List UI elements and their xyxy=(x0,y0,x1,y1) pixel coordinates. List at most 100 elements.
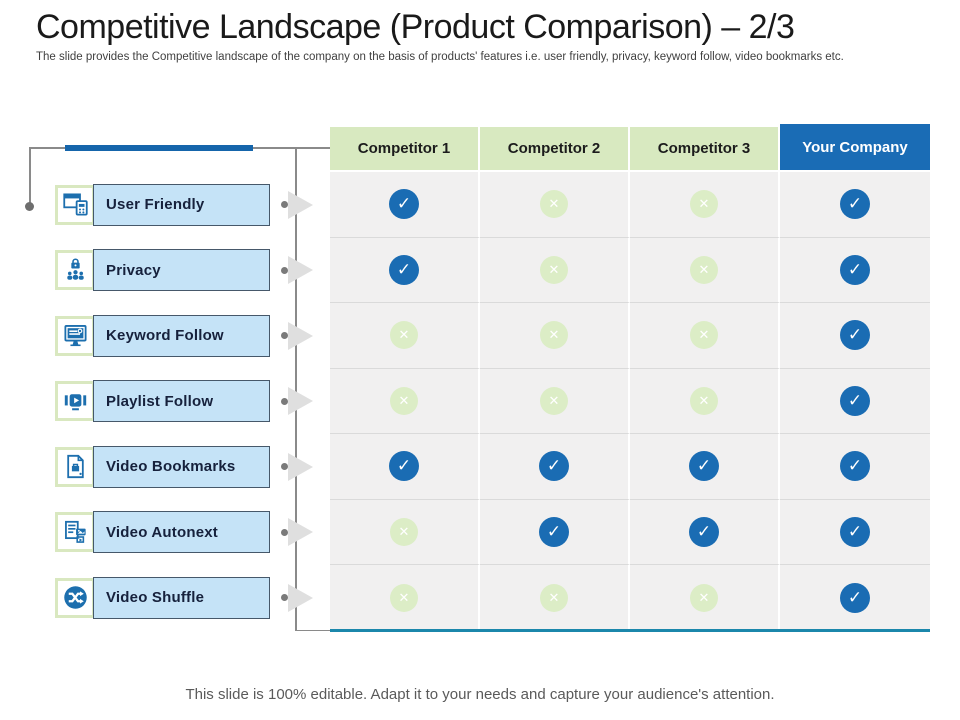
arrow-right-icon xyxy=(288,452,313,481)
feature-label: Playlist Follow xyxy=(93,380,270,423)
feature-row: Video Shuffle xyxy=(0,565,330,631)
footer-note: This slide is 100% editable. Adapt it to… xyxy=(185,686,775,703)
cross-icon: ✕ xyxy=(390,321,418,350)
table-cell: ✓ xyxy=(480,499,630,565)
feature-row: Playlist Follow xyxy=(0,369,330,435)
table-cell: ✕ xyxy=(480,368,630,434)
check-icon: ✓ xyxy=(539,516,569,547)
table-cell: ✕ xyxy=(480,565,630,631)
connector-dot xyxy=(281,594,288,602)
check-icon: ✓ xyxy=(840,582,870,613)
feature-label: Privacy xyxy=(93,249,270,292)
video-bookmarks-icon xyxy=(55,446,95,487)
table-cell: ✓ xyxy=(780,434,930,500)
table-cell: ✕ xyxy=(630,172,780,238)
check-icon: ✓ xyxy=(689,451,719,482)
table-cell: ✕ xyxy=(330,303,480,369)
check-icon: ✓ xyxy=(689,516,719,547)
table-cell: ✓ xyxy=(330,237,480,303)
table-cell: ✕ xyxy=(480,237,630,303)
check-icon: ✓ xyxy=(389,189,419,220)
table-bottom-border xyxy=(330,629,930,632)
comparison-table: Competitor 1 Competitor 2 Competitor 3 Your… xyxy=(330,124,930,631)
feature-row: Video Autonext xyxy=(0,500,330,566)
connector-dot xyxy=(281,528,288,536)
video-autonext-icon xyxy=(55,512,95,553)
table-cell: ✓ xyxy=(630,499,780,565)
feature-row: Keyword Follow xyxy=(0,303,330,369)
table-cell: ✓ xyxy=(630,434,780,500)
cross-icon: ✕ xyxy=(540,583,568,612)
privacy-icon xyxy=(55,250,95,291)
connector-dot xyxy=(281,332,288,340)
check-icon: ✓ xyxy=(840,516,870,547)
check-icon: ✓ xyxy=(389,254,419,285)
table-cell: ✓ xyxy=(780,237,930,303)
cross-icon: ✕ xyxy=(390,386,418,415)
feature-label: Video Autonext xyxy=(93,511,270,554)
check-icon: ✓ xyxy=(840,254,870,285)
table-cell: ✕ xyxy=(330,499,480,565)
feature-row: Video Bookmarks xyxy=(0,434,330,500)
column-header: Competitor 2 xyxy=(480,127,630,172)
table-cell: ✓ xyxy=(780,565,930,631)
check-icon: ✓ xyxy=(840,451,870,482)
cross-icon: ✕ xyxy=(540,190,568,219)
table-cell: ✓ xyxy=(780,499,930,565)
accent-bar xyxy=(65,144,253,151)
connector-dot xyxy=(281,201,288,209)
table-cell: ✓ xyxy=(780,303,930,369)
table-cell: ✓ xyxy=(330,172,480,238)
connector-dot xyxy=(281,397,288,405)
table-cell: ✕ xyxy=(330,565,480,631)
feature-row: User Friendly xyxy=(0,172,330,238)
cross-icon: ✕ xyxy=(540,255,568,284)
arrow-right-icon xyxy=(288,518,313,547)
table-cell: ✓ xyxy=(330,434,480,500)
video-shuffle-icon xyxy=(55,577,95,618)
playlist-follow-icon xyxy=(55,381,95,422)
column-header: Competitor 3 xyxy=(630,127,780,172)
column-header: Your Company xyxy=(780,124,930,172)
arrow-right-icon xyxy=(288,583,313,612)
check-icon: ✓ xyxy=(840,320,870,351)
page-subtitle: The slide provides the Competitive lands… xyxy=(36,51,844,63)
table-cell: ✕ xyxy=(480,303,630,369)
column-header: Competitor 1 xyxy=(330,127,480,172)
connector-dot xyxy=(281,463,288,471)
feature-label: Video Shuffle xyxy=(93,576,270,619)
arrow-right-icon xyxy=(288,190,313,219)
page-title: Competitive Landscape (Product Compariso… xyxy=(36,8,795,46)
table-cell: ✓ xyxy=(480,434,630,500)
arrow-right-icon xyxy=(288,256,313,285)
connector-line-bottom xyxy=(295,629,332,631)
cross-icon: ✕ xyxy=(390,517,418,546)
cross-icon: ✕ xyxy=(690,190,718,219)
table-cell: ✕ xyxy=(330,368,480,434)
cross-icon: ✕ xyxy=(690,583,718,612)
table-cell: ✕ xyxy=(630,303,780,369)
cross-icon: ✕ xyxy=(540,386,568,415)
check-icon: ✓ xyxy=(840,385,870,416)
connector-dot xyxy=(281,266,288,274)
cross-icon: ✕ xyxy=(390,583,418,612)
cross-icon: ✕ xyxy=(690,321,718,350)
connector-line-left xyxy=(29,147,31,205)
table-cell: ✕ xyxy=(630,237,780,303)
table-cell: ✓ xyxy=(780,368,930,434)
keyword-follow-icon xyxy=(55,315,95,356)
table-cell: ✕ xyxy=(630,368,780,434)
user-friendly-icon xyxy=(55,184,95,225)
connector-start-dot xyxy=(25,202,34,211)
cross-icon: ✕ xyxy=(690,386,718,415)
feature-label: Video Bookmarks xyxy=(93,445,270,488)
arrow-right-icon xyxy=(288,387,313,416)
feature-label: User Friendly xyxy=(93,183,270,226)
cross-icon: ✕ xyxy=(540,321,568,350)
check-icon: ✓ xyxy=(539,451,569,482)
cross-icon: ✕ xyxy=(690,255,718,284)
check-icon: ✓ xyxy=(840,189,870,220)
table-cell: ✕ xyxy=(630,565,780,631)
feature-row: Privacy xyxy=(0,238,330,304)
